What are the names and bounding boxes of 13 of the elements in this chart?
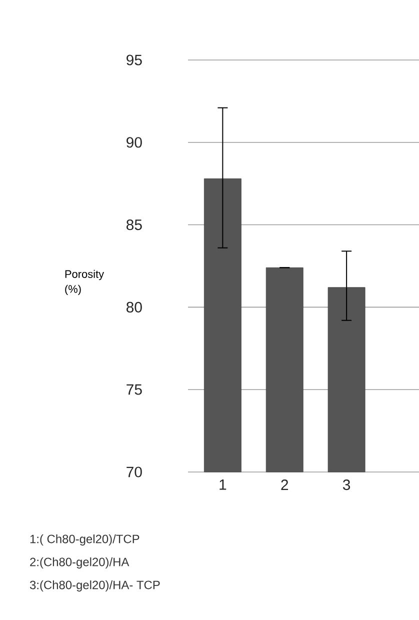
x-tick-label: 1 [219, 480, 226, 490]
text: 3:(Ch80-gel20)/HA- TCP [30, 580, 160, 592]
y-tick-label: 90 [126, 137, 142, 148]
y-tick-label: 95 [126, 54, 142, 66]
y-tick-label: 70 [126, 466, 142, 478]
y-tick-label: 80 [126, 302, 142, 312]
text: 2:(Ch80-gel20)/HA [30, 557, 129, 569]
y-tick-label: 85 [126, 219, 142, 230]
x-tick-label: 2 [281, 480, 288, 490]
y-axis-title: Porosity (%) [64, 270, 104, 296]
x-tick-label: 3 [342, 480, 350, 490]
y-tick-label: 75 [126, 384, 142, 395]
text: 1:( Ch80-gel20)/TCP [30, 534, 139, 546]
